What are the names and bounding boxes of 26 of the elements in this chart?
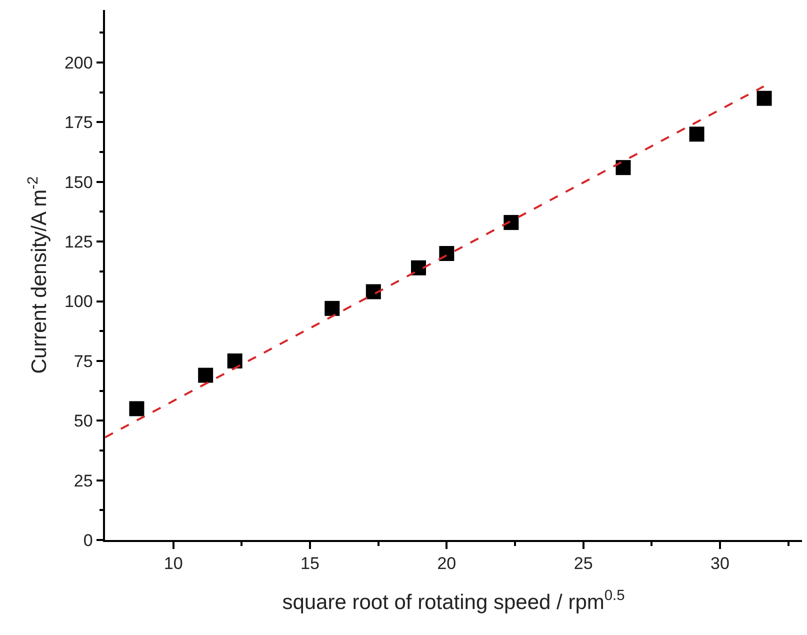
x-axis-title: square root of rotating speed / rpm$^{0.5}$: [282, 588, 625, 614]
y-tick-label: 200: [64, 53, 93, 72]
x-tick-label: 25: [574, 554, 593, 574]
y-tick-label: 0: [83, 530, 93, 550]
point: [227, 353, 242, 368]
y-tick-label: 25: [74, 471, 93, 490]
x-tick-label: 20: [437, 554, 456, 574]
point: [616, 160, 631, 176]
point: [439, 246, 454, 262]
point: [689, 126, 704, 142]
y-tick-label: 125: [64, 232, 93, 252]
y-tick-label: 75: [74, 352, 93, 371]
y-tick-label: 50: [74, 412, 93, 431]
x-tick-label: 30: [710, 554, 730, 574]
point: [324, 300, 340, 316]
point: [504, 214, 519, 230]
point: [756, 90, 772, 106]
point: [129, 401, 144, 416]
y-tick-label: 175: [64, 113, 93, 132]
point: [366, 284, 381, 300]
x-tick-label: 15: [300, 554, 320, 574]
y-tick-label: 150: [64, 172, 93, 192]
y-tick-label: 100: [64, 292, 93, 312]
point: [198, 368, 214, 383]
x-tick-label: 10: [164, 554, 183, 574]
point: [411, 260, 426, 276]
